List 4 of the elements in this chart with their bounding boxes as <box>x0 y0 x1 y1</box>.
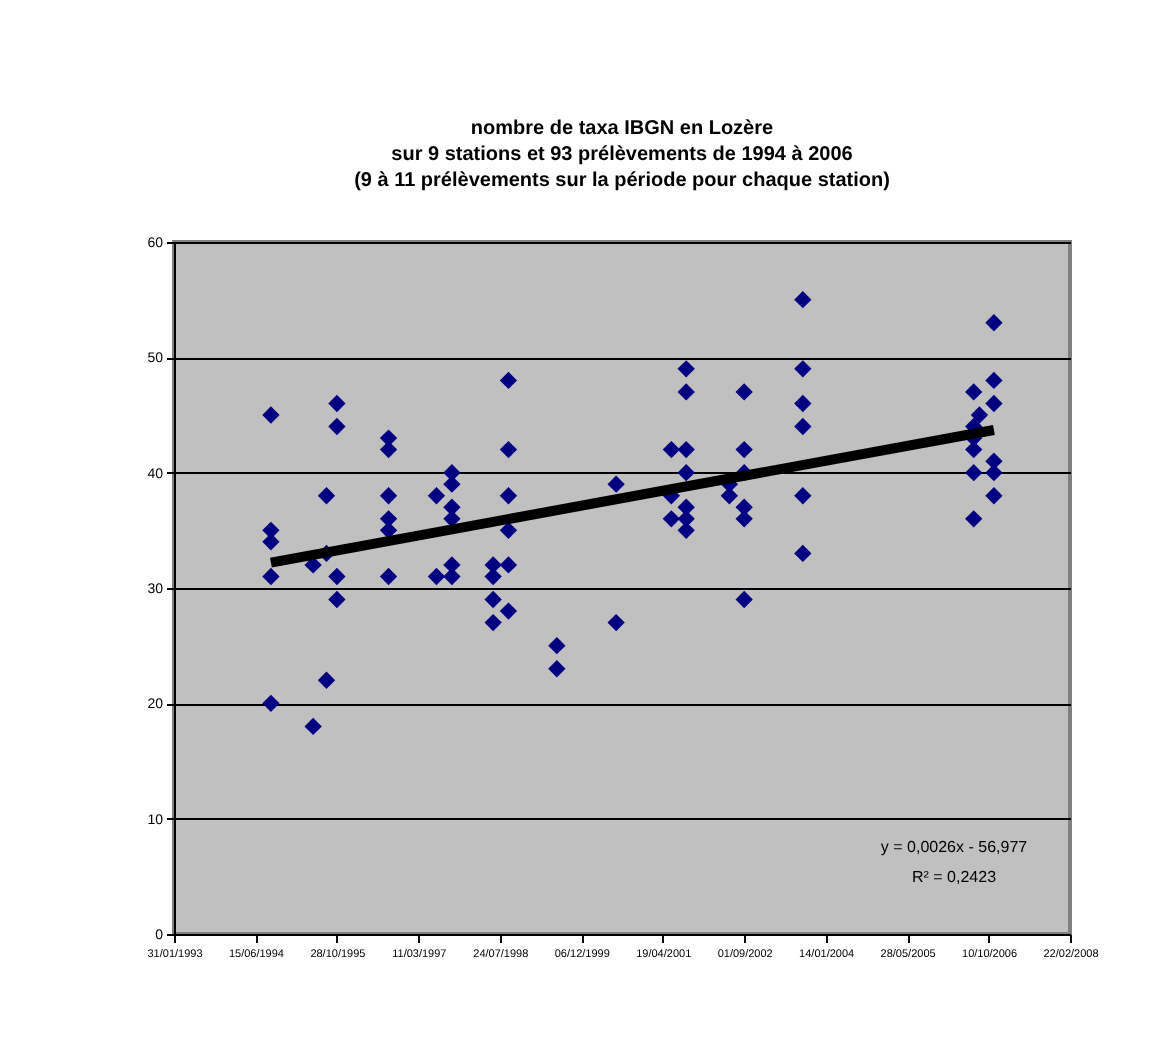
annotation: y = 0,0026x - 56,977 <box>880 838 1029 856</box>
annotation: R² = 0,2423 <box>911 868 998 886</box>
chart-title: nombre de taxa IBGN en Lozère <box>470 118 775 140</box>
chart-subtitle: sur 9 stations et 93 prélèvements de 1994 à 2006 (9 à 11 prélèvements sur la période pour chaque station) <box>354 144 890 192</box>
